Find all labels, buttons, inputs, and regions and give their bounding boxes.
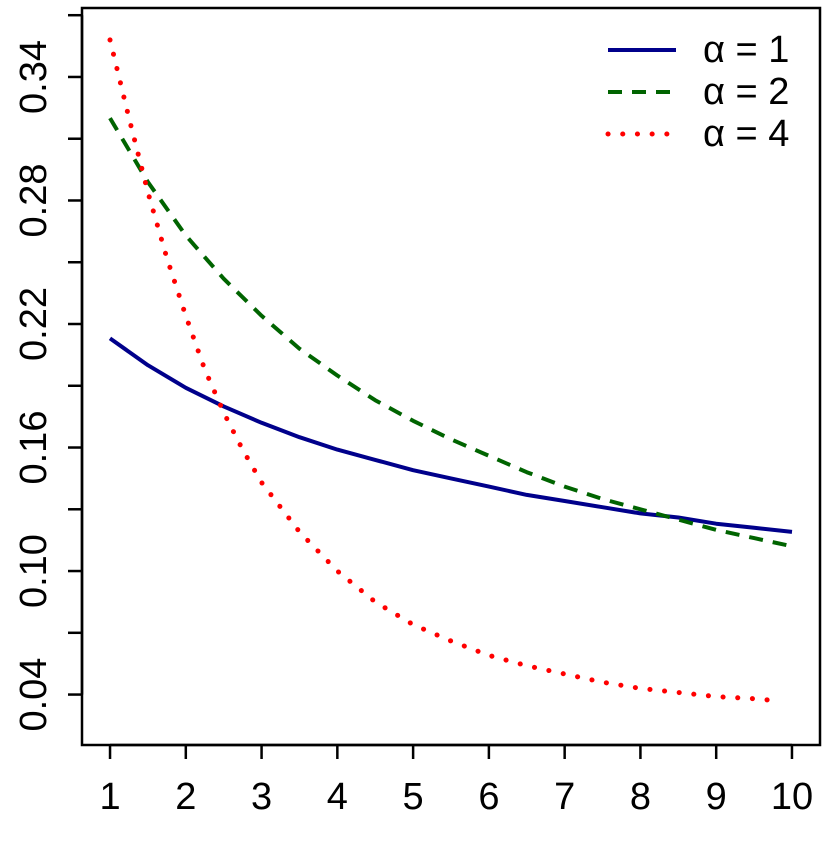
x-tick-label: 9 <box>706 776 727 818</box>
series-layer <box>107 37 793 704</box>
series-line-2 <box>108 117 793 549</box>
x-tick-label: 1 <box>99 776 120 818</box>
x-tick-label: 3 <box>251 776 272 818</box>
y-tick-label: 0.22 <box>13 287 55 361</box>
x-tick-label: 6 <box>478 776 499 818</box>
y-tick-label: 0.28 <box>13 164 55 238</box>
legend-label: α = 1 <box>703 29 789 71</box>
x-tick-label: 8 <box>630 776 651 818</box>
y-tick-label: 0.16 <box>13 411 55 485</box>
y-tick-label: 0.10 <box>13 534 55 608</box>
x-tick-label: 4 <box>327 776 348 818</box>
legend: α = 1α = 2α = 4 <box>605 29 789 155</box>
legend-label: α = 4 <box>703 113 789 155</box>
x-tick-label: 10 <box>771 776 813 818</box>
x-axis: 1 2 3 4 5 6 7 8 9 10 <box>99 743 813 818</box>
x-tick-label: 5 <box>403 776 424 818</box>
legend-label: α = 2 <box>703 71 789 113</box>
series-line-3 <box>107 37 780 704</box>
x-tick-label: 7 <box>554 776 575 818</box>
x-tick-label: 2 <box>175 776 196 818</box>
y-tick-label: 0.34 <box>13 40 55 114</box>
y-tick-label: 0.04 <box>13 658 55 732</box>
series-line-1 <box>108 336 793 534</box>
y-axis: 0.04 0.10 0.16 0.22 0.28 0.34 <box>13 13 84 732</box>
